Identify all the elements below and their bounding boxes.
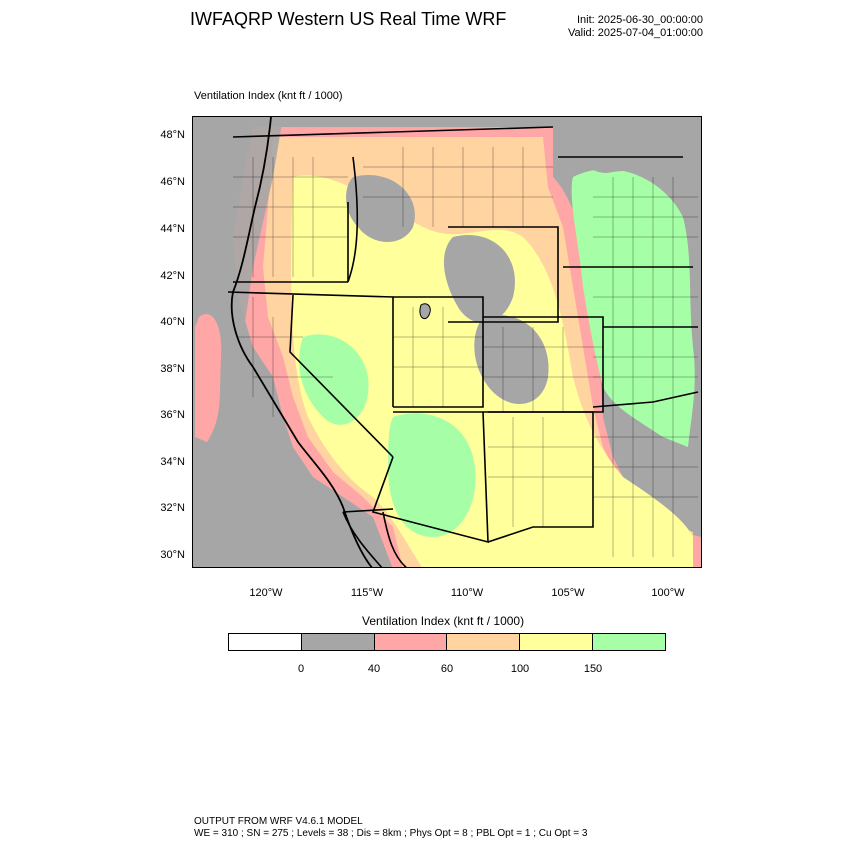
- ventilation-index-map: [192, 116, 702, 568]
- lon-label-120w: 120°W: [249, 587, 283, 599]
- colorbar-tick-150: 150: [583, 663, 603, 675]
- gray-patch-north: [573, 137, 701, 197]
- lon-label-105w: 105°W: [551, 587, 585, 599]
- colorbar-box-3: [374, 634, 448, 650]
- gray-patch-wyoming: [443, 235, 515, 324]
- offshore-pink-patch-2: [195, 313, 222, 442]
- gray-patch-idaho: [346, 175, 415, 242]
- colorbar-box-6: [593, 634, 665, 650]
- lat-label-48n: 48°N: [160, 129, 185, 141]
- colorbar-tick-100: 100: [510, 663, 530, 675]
- colorbar-tick-0: 0: [297, 663, 305, 675]
- lat-label-36n: 36°N: [160, 409, 185, 421]
- colorbar: [228, 633, 666, 651]
- colorbar-box-4: [447, 634, 521, 650]
- valid-time: Valid: 2025-07-04_01:00:00: [568, 27, 703, 39]
- lon-label-100w: 100°W: [651, 587, 685, 599]
- map-title: IWFAQRP Western US Real Time WRF: [190, 9, 507, 29]
- colorbar-tick-40: 40: [367, 663, 381, 675]
- colorbar-box-2: [301, 634, 375, 650]
- lat-label-40n: 40°N: [160, 316, 185, 328]
- colorbar-box-1: [229, 634, 302, 650]
- pacific-ocean: [193, 117, 372, 567]
- init-time: Init: 2025-06-30_00:00:00: [577, 14, 703, 26]
- pacific-coastline: [230, 117, 373, 567]
- great-salt-lake: [419, 303, 431, 320]
- map-canvas: [193, 117, 701, 567]
- lat-label-32n: 32°N: [160, 502, 185, 514]
- state-boundaries: [227, 126, 699, 544]
- colorbar-box-5: [520, 634, 594, 650]
- lat-label-46n: 46°N: [160, 176, 185, 188]
- lat-label-34n: 34°N: [160, 456, 185, 468]
- baja-coastline: [342, 511, 408, 567]
- lon-label-115w: 115°W: [350, 587, 384, 599]
- lat-label-30n: 30°N: [160, 549, 185, 561]
- lat-label-42n: 42°N: [160, 270, 185, 282]
- lat-label-38n: 38°N: [160, 363, 185, 375]
- model-config: WE = 310 ; SN = 275 ; Levels = 38 ; Dis …: [194, 828, 588, 839]
- colorbar-tick-60: 60: [440, 663, 454, 675]
- gray-patch-colorado: [474, 315, 549, 404]
- model-info: OUTPUT FROM WRF V4.6.1 MODEL: [194, 816, 363, 827]
- green-arizona: [388, 413, 476, 537]
- lat-label-44n: 44°N: [160, 223, 185, 235]
- panel-label: Ventilation Index (knt ft / 1000): [194, 90, 343, 102]
- lon-label-110w: 110°W: [450, 587, 484, 599]
- green-nevada: [299, 334, 369, 425]
- colorbar-title: Ventilation Index (knt ft / 1000): [362, 614, 525, 628]
